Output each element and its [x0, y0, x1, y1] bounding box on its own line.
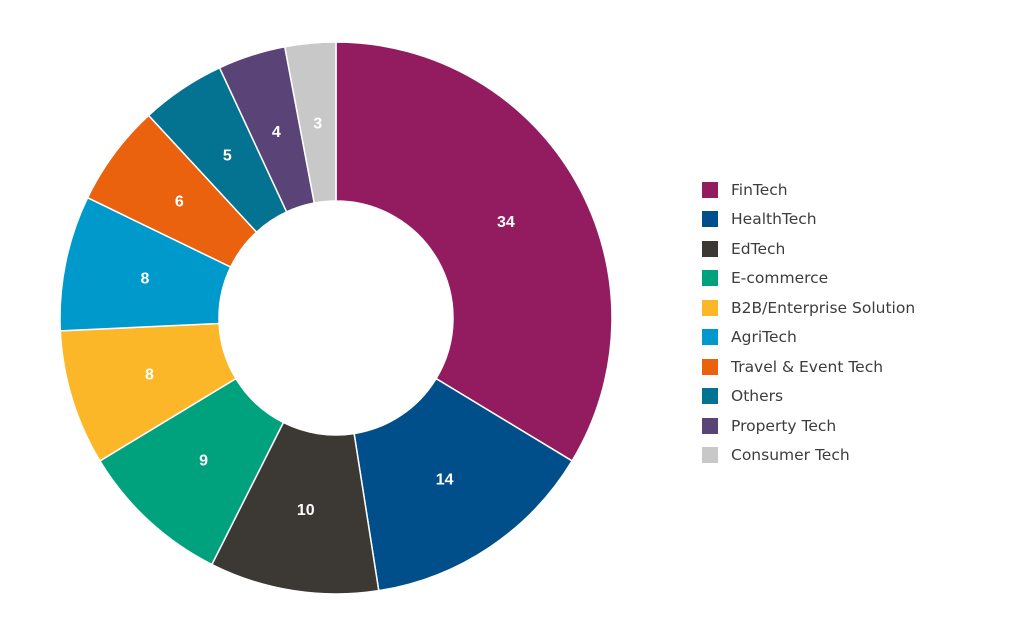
slice-label-agritech: 8: [141, 270, 150, 287]
legend-item-travel-event-tech: Travel & Event Tech: [702, 352, 915, 382]
legend-item-others: Others: [702, 382, 915, 412]
legend-label: AgriTech: [731, 328, 797, 347]
legend-label: B2B/Enterprise Solution: [731, 298, 916, 317]
legend-swatch: [702, 447, 718, 464]
legend-label: Property Tech: [731, 416, 837, 435]
legend-item-e-commerce: E-commerce: [702, 264, 915, 294]
slice-label-property-tech: 4: [272, 124, 281, 141]
slice-consumer-tech: [283, 41, 337, 204]
slice-label-others: 5: [223, 148, 232, 165]
legend-item-fintech: FinTech: [702, 175, 915, 205]
legend-item-healthtech: HealthTech: [702, 205, 915, 235]
slice-healthtech: [353, 377, 574, 592]
slice-label-travel-event-tech: 6: [175, 193, 184, 210]
slice-fintech: [335, 41, 613, 462]
legend-swatch: [702, 211, 718, 228]
slice-label-fintech: 34: [497, 214, 515, 231]
legend-item-property-tech: Property Tech: [702, 411, 915, 441]
legend-label: Others: [731, 387, 784, 406]
legend-label: Travel & Event Tech: [731, 357, 884, 376]
legend-swatch: [702, 240, 718, 257]
legend-swatch: [702, 388, 718, 405]
legend-item-b2b-enterprise-solution: B2B/Enterprise Solution: [702, 293, 915, 323]
legend-item-edtech: EdTech: [702, 234, 915, 264]
legend-label: E-commerce: [731, 269, 829, 288]
legend-label: Consumer Tech: [731, 446, 850, 465]
legend-swatch: [702, 299, 718, 316]
legend-swatch: [702, 181, 718, 198]
slice-label-consumer-tech: 3: [313, 115, 322, 132]
legend-swatch: [702, 358, 718, 375]
legend-label: FinTech: [731, 180, 788, 199]
legend-swatch: [702, 270, 718, 287]
slice-label-healthtech: 14: [436, 471, 454, 488]
legend-item-agritech: AgriTech: [702, 323, 915, 353]
slice-label-b2b-enterprise-solution: 8: [145, 366, 154, 383]
slice-label-edtech: 10: [297, 502, 315, 519]
legend-swatch: [702, 417, 718, 434]
slice-label-e-commerce: 9: [199, 453, 208, 470]
chart-legend: FinTech HealthTech EdTech E-commerce B2B/Ent…: [702, 175, 915, 470]
legend-label: EdTech: [731, 239, 786, 258]
legend-swatch: [702, 329, 718, 346]
donut-chart: 34 14 10 9 8 8 6 5 4 3: [59, 41, 613, 595]
legend-label: HealthTech: [731, 210, 817, 229]
legend-item-consumer-tech: Consumer Tech: [702, 441, 915, 471]
